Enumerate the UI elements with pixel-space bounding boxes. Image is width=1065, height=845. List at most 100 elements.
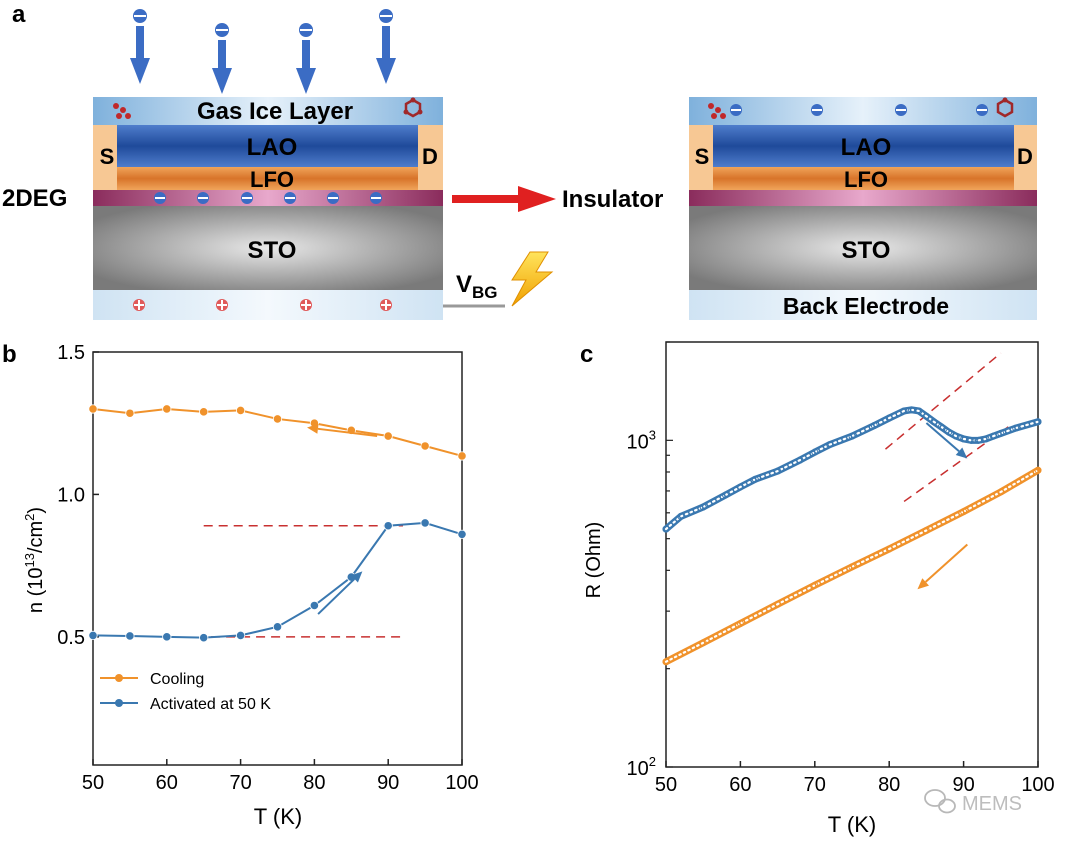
source-contact-right (689, 125, 715, 190)
lightning-icon (511, 251, 554, 307)
electron-icon (327, 192, 339, 204)
x-tick-label: 80 (878, 774, 900, 796)
source-contact (93, 125, 121, 190)
sto-label-right: STO (842, 237, 891, 264)
direction-arrow (917, 543, 968, 590)
interface-layer-right (689, 190, 1037, 206)
drain-contact-right (1013, 125, 1037, 190)
back-electrode-label: Back Electrode (783, 293, 949, 319)
lao-label: LAO (247, 134, 298, 161)
twodeg-layer (93, 190, 443, 206)
series-orange-point (848, 563, 856, 571)
y-tick-label: 103 (627, 427, 656, 453)
hole-icon (133, 299, 145, 311)
series-blue-point (960, 435, 968, 443)
series-orange-point (1034, 466, 1042, 474)
series-activated-point (420, 518, 430, 528)
series-cooling-point (125, 408, 135, 418)
series-orange-point (699, 639, 707, 647)
direction-arrow-head (917, 578, 929, 590)
chart-b-guides (203, 524, 403, 638)
lao-layer (117, 125, 418, 167)
legend-item-activated: Activated at 50 K (100, 696, 271, 713)
series-blue-point (922, 412, 930, 420)
series-blue-point (722, 491, 730, 499)
x-tick-label: 80 (303, 772, 325, 794)
electron-icon (241, 192, 253, 204)
chart-c-frame (665, 341, 1039, 768)
series-blue-point (751, 475, 759, 483)
electron-icon (370, 192, 382, 204)
series-orange-point (922, 526, 930, 534)
chart-c-ticks: 50 60 70 80 90 100 102 103 (627, 341, 1055, 796)
series-blue-point (989, 432, 997, 440)
series-orange (662, 466, 1042, 666)
x-tick-label: 50 (655, 774, 677, 796)
series-activated-point (125, 631, 135, 641)
x-tick-label: 100 (445, 772, 478, 794)
series-blue-point (937, 423, 945, 431)
chart-b-frame (92, 351, 463, 766)
chart-b-ticks: 50 60 70 80 90 100 0.5 1.0 1.5 (57, 342, 479, 794)
direction-arrow-head (350, 571, 363, 583)
series-activated-line (92, 521, 463, 639)
series-blue-band (662, 406, 1042, 533)
series-blue (662, 406, 1042, 533)
series-orange-point (774, 600, 782, 608)
gas-layer-label: Gas Ice Layer (197, 98, 353, 125)
series-orange-point (960, 508, 968, 516)
y-tick-label: 102 (627, 754, 656, 780)
series-orange-point (736, 619, 744, 627)
series-cooling-point (383, 431, 393, 441)
electron-icon (154, 192, 166, 204)
electron-icon (284, 192, 296, 204)
series-blue-point (900, 407, 908, 415)
drain-label-right: D (1017, 144, 1033, 169)
series-activated-point (309, 600, 319, 611)
series-blue-point (870, 422, 878, 430)
electron-arrow (212, 23, 232, 94)
schematic-left: Gas Ice Layer S D LAO LFO 2DEG STO (2, 9, 554, 320)
series-activated-point (88, 630, 98, 641)
hole-icon (380, 299, 392, 311)
series-blue-point (974, 436, 982, 444)
lao-layer-right (713, 125, 1014, 167)
series-blue-point (774, 467, 782, 475)
chart-b-arrows (307, 423, 378, 615)
source-label-right: S (695, 144, 710, 169)
lfo-layer-right (713, 167, 1014, 190)
drain-contact (417, 125, 443, 190)
series-blue-point (699, 503, 707, 511)
series-blue-point (677, 512, 685, 520)
chart-c: 50 60 70 80 90 100 102 103 T (K) R (Ohm) (583, 341, 1055, 837)
series-blue-point (1012, 424, 1020, 432)
guide-line (884, 352, 1002, 450)
chart-b-ylabel: n (1013/cm2) (22, 507, 47, 613)
series-blue-point (848, 432, 856, 440)
electron-icon (895, 104, 907, 116)
lao-label-right: LAO (841, 134, 892, 161)
series-activated-point (236, 630, 246, 641)
y-tick-label: 1.0 (57, 484, 85, 506)
electron-icon (197, 192, 209, 204)
series-activated-point (162, 632, 172, 642)
direction-arrow-head (955, 447, 968, 459)
series-activated-point (383, 521, 393, 531)
series-blue-point (952, 432, 960, 440)
series-blue-point (945, 428, 953, 436)
series-blue-point (736, 483, 744, 491)
panel-label-b: b (2, 341, 17, 368)
chart-c-xlabel: T (K) (828, 812, 876, 837)
chart-c-arrows (917, 422, 968, 590)
molecule-icon (996, 97, 1014, 118)
series-blue-point (915, 407, 923, 415)
lfo-label: LFO (250, 167, 294, 192)
series-blue-point (908, 406, 916, 414)
series-blue-point (885, 414, 893, 422)
gate-voltage-label: VBG (456, 271, 498, 302)
panel-label-a: a (12, 1, 26, 28)
direction-arrow-shaft (317, 427, 378, 438)
x-tick-label: 70 (229, 772, 251, 794)
sto-label: STO (248, 237, 297, 264)
